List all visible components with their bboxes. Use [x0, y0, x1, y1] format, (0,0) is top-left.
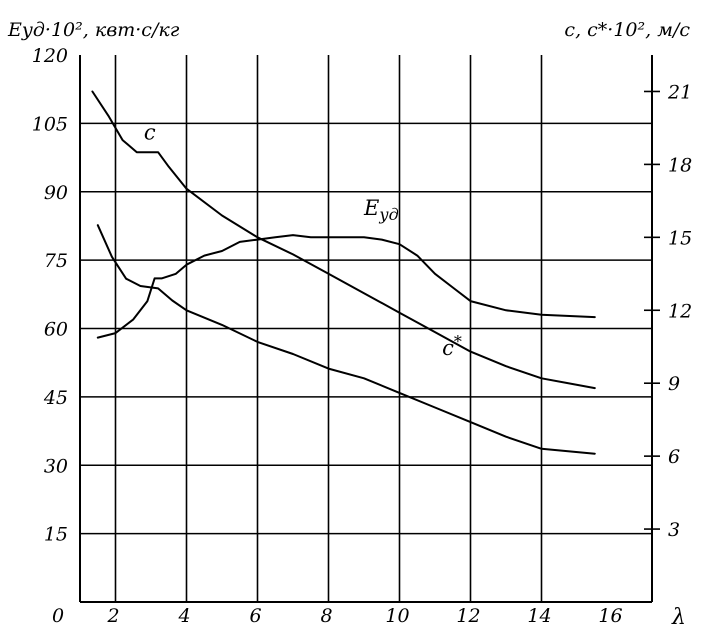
series-label-c: c: [144, 120, 156, 144]
series-label-e-ud: Eуд: [363, 196, 399, 224]
left-tick-label: 45: [43, 387, 68, 409]
right-tick-label: 6: [668, 446, 680, 468]
grid: [80, 55, 660, 602]
left-tick-label: 105: [32, 113, 68, 135]
x-tick-label: 2: [106, 605, 119, 627]
x-tick-label: 12: [456, 605, 480, 627]
right-tick-label: 21: [667, 81, 692, 103]
x-tick-label: 8: [320, 605, 332, 627]
right-tick-label: 15: [668, 227, 692, 249]
x-tick-label: 16: [598, 605, 622, 627]
x-axis-title: λ: [671, 605, 686, 630]
x-tick-label: 6: [249, 605, 261, 627]
curve-c: [91, 90, 596, 390]
series-label-c-star: c*: [442, 332, 462, 360]
left-tick-label: 120: [32, 45, 68, 67]
right-tick-label: 9: [668, 373, 680, 395]
x-tick-label: 10: [385, 605, 409, 627]
left-tick-label: 30: [44, 455, 68, 477]
left-tick-label: 15: [44, 524, 68, 546]
right-tick-label: 12: [668, 300, 692, 322]
x-tick-label: 14: [527, 605, 551, 627]
left-axis-title: Eуд·10², квт·с/кг: [7, 19, 180, 41]
labels: 2 4 6 8 10 12 14 16 0 15 30 45 60 75 90 105 120 3 6 9 12 15 18…: [32, 45, 692, 627]
curve-c-star: [96, 224, 596, 455]
right-axis-title: c, c*·10², м/с: [564, 19, 690, 41]
left-tick-label: 90: [44, 182, 68, 204]
axes: [79, 55, 653, 603]
x-tick-label: 4: [177, 605, 190, 627]
curve-e-ud: [96, 234, 596, 339]
left-tick-label: 75: [44, 250, 68, 272]
origin-label: 0: [52, 605, 64, 627]
right-tick-label: 18: [668, 154, 692, 176]
right-tick-label: 3: [668, 519, 680, 541]
curves: [91, 90, 596, 455]
left-tick-label: 60: [44, 319, 68, 341]
